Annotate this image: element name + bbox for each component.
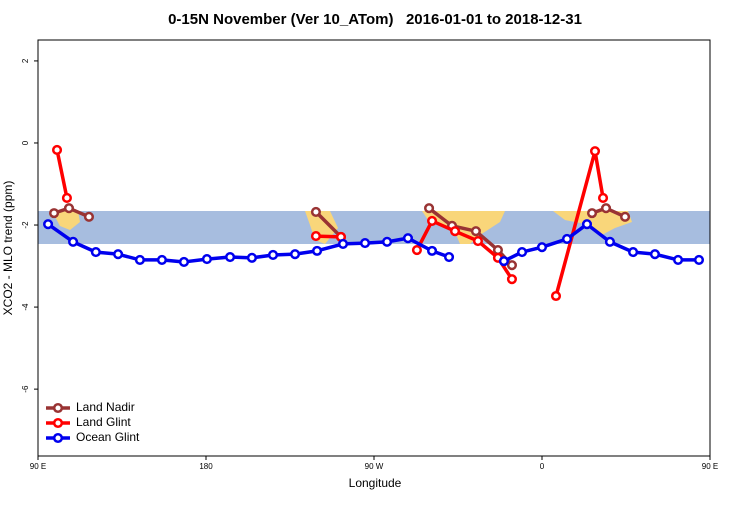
- point: [411, 245, 422, 256]
- point: [550, 290, 562, 302]
- point: [604, 236, 615, 247]
- point: [649, 249, 660, 260]
- point: [83, 211, 95, 222]
- point: [49, 208, 60, 219]
- point: [506, 260, 517, 271]
- legend-label: Land Nadir: [76, 400, 135, 414]
- point: [68, 236, 79, 247]
- point: [267, 249, 279, 261]
- point: [310, 231, 321, 242]
- point: [402, 233, 414, 244]
- x-tick-label: 90 E: [30, 462, 46, 471]
- point: [589, 146, 601, 157]
- point: [43, 219, 54, 230]
- legend-marker: [52, 402, 64, 414]
- point: [359, 238, 371, 249]
- point: [506, 274, 517, 285]
- point: [443, 251, 455, 263]
- point: [600, 203, 612, 214]
- legend-marker: [52, 417, 64, 429]
- point: [536, 242, 548, 253]
- point: [470, 226, 481, 237]
- point: [424, 203, 435, 214]
- legend-label: Ocean Glint: [76, 430, 140, 444]
- point: [289, 249, 301, 260]
- point: [156, 254, 167, 265]
- land-band: [38, 211, 710, 244]
- point: [472, 235, 484, 247]
- y-tick-label: -6: [21, 385, 30, 393]
- legend-marker: [52, 432, 64, 444]
- y-tick-label: -4: [21, 303, 30, 311]
- point: [63, 203, 75, 214]
- point: [620, 211, 631, 222]
- series-line: [55, 149, 605, 297]
- x-axis-label: Longitude: [349, 476, 402, 490]
- y-tick-label: 2: [21, 58, 30, 63]
- point: [134, 254, 145, 265]
- point: [312, 245, 323, 256]
- y-tick-label: -2: [21, 221, 30, 229]
- point: [178, 256, 190, 267]
- point: [310, 206, 321, 217]
- point: [61, 192, 72, 203]
- point: [673, 254, 684, 265]
- point: [561, 233, 573, 245]
- point: [201, 254, 212, 265]
- point: [90, 247, 101, 258]
- point: [628, 247, 639, 258]
- point: [693, 254, 705, 265]
- point: [427, 215, 438, 226]
- point: [113, 249, 124, 260]
- land: [52, 211, 80, 230]
- point: [51, 144, 63, 155]
- x-tick-label: 90 E: [702, 462, 718, 471]
- point: [427, 245, 438, 256]
- point: [586, 208, 598, 219]
- y-axis-label: XCO2 - MLO trend (ppm): [1, 181, 15, 316]
- point: [516, 247, 528, 258]
- point: [581, 219, 593, 230]
- point: [498, 256, 509, 267]
- land: [553, 211, 632, 236]
- chart-title: 0-15N November (Ver 10_ATom) 2016-01-01 …: [168, 11, 582, 28]
- x-tick-label: 90 W: [365, 462, 384, 471]
- point: [449, 226, 461, 237]
- point: [225, 251, 236, 263]
- point: [597, 192, 609, 203]
- y-tick-label: 0: [21, 140, 30, 145]
- x-tick-label: 0: [540, 462, 545, 471]
- legend-label: Land Glint: [76, 415, 131, 429]
- point: [337, 238, 349, 249]
- x-tick-label: 180: [199, 462, 213, 471]
- point: [382, 236, 393, 247]
- point: [246, 252, 257, 263]
- point: [492, 245, 503, 256]
